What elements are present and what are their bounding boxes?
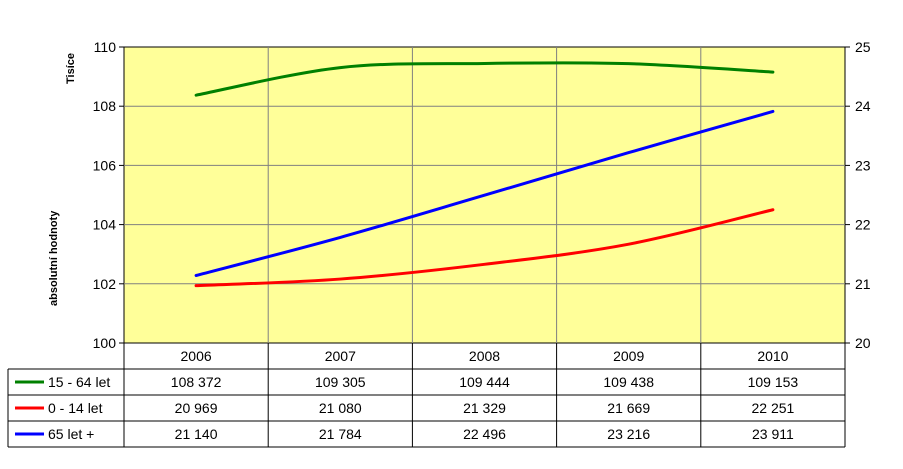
data-table: 2006 2007 2008 2009 2010 15 - 64 let 108 372 10… [7,343,846,448]
category-label: 2010 [757,348,788,364]
legend-label: 0 - 14 let [48,400,103,416]
table-cell-value: 21 140 [175,426,218,442]
right-tick-label: 25 [855,39,871,55]
table-cell-value: 22 496 [463,426,506,442]
legend-label: 15 - 64 let [48,374,110,390]
right-tick-label: 21 [855,276,871,292]
left-tick-label: 106 [93,157,117,173]
series-lines [194,61,775,288]
right-tick-label: 20 [855,335,871,351]
left-tick-label: 110 [94,39,117,55]
y-axis-unit: Tisíce [65,53,77,84]
left-tick-label: 100 [93,335,117,351]
series-line-0 [194,61,775,97]
left-tick-label: 108 [93,98,117,114]
right-axis-ticks: 20 21 22 23 24 25 [845,39,871,351]
table-cell-value: 21 784 [319,426,362,442]
table-cell-value: 109 444 [459,374,510,390]
table-cell-value: 22 251 [751,400,794,416]
series-line-2 [194,109,775,278]
table-cell-value: 109 153 [748,374,799,390]
right-tick-label: 22 [855,217,871,233]
legend-label: 65 let + [48,426,94,442]
left-tick-label: 102 [93,276,117,292]
series-line-1 [194,208,775,288]
table-cell-value: 20 969 [175,400,218,416]
category-label: 2006 [181,348,212,364]
right-tick-label: 24 [855,98,871,114]
table-cell-value: 109 305 [315,374,366,390]
table-cell-value: 23 216 [607,426,650,442]
category-label: 2007 [325,348,356,364]
table-cell-value: 21 669 [607,400,650,416]
left-tick-label: 104 [93,217,117,233]
table-cell-value: 23 911 [752,426,794,442]
table-cell-value: 108 372 [171,374,222,390]
table-cell-value: 109 438 [603,374,654,390]
category-label: 2008 [469,348,500,364]
y-axis-label: absolutní hodnoty [48,210,60,306]
right-tick-label: 23 [855,157,871,173]
left-axis-ticks: 100 102 104 106 108 110 [93,39,124,351]
table-cell-value: 21 329 [463,400,506,416]
category-label: 2009 [613,348,644,364]
table-cell-value: 21 080 [319,400,362,416]
